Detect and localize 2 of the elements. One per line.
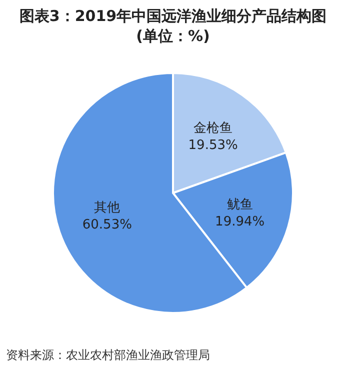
annotation: 资料来源：农业农村部渔业渔政管理局	[6, 347, 211, 364]
title: 图表3：2019年中国远洋渔业细分产品结构图(单位：%)	[18, 6, 328, 46]
